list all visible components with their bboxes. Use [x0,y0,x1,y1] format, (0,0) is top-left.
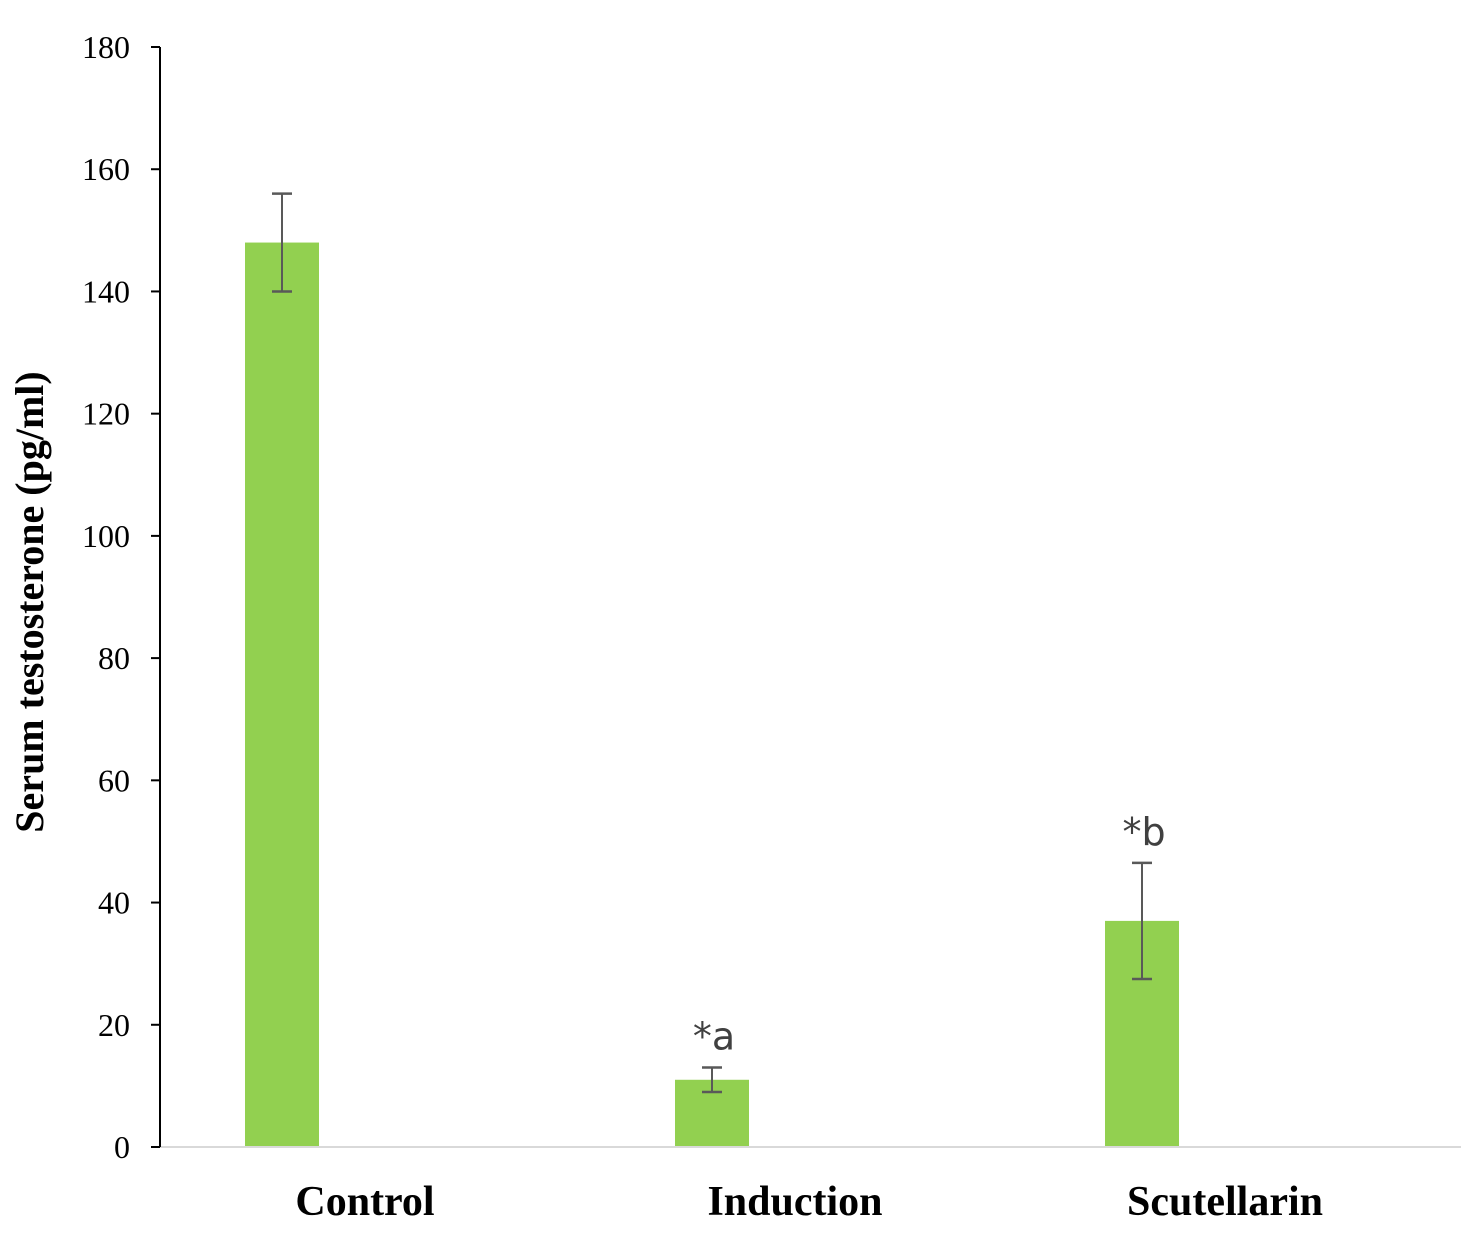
bar-control [245,242,319,1148]
category-label: Induction [707,1179,882,1225]
bars [245,242,1179,1148]
x-axis-categories: Control Induction Scutellarin [295,1179,1323,1225]
y-tick-label: 100 [82,518,130,554]
y-tick-label: 180 [82,29,130,65]
y-axis-ticks: 0 20 40 60 80 100 120 140 160 180 [82,29,160,1165]
y-tick-label: 40 [98,885,130,921]
y-tick-label: 160 [82,151,130,187]
significance-label: *a [693,1015,735,1059]
y-tick-label: 60 [98,762,130,798]
significance-label: *b [1122,810,1165,854]
y-axis-title: Serum testosterone (pg/ml) [7,371,52,832]
y-tick-label: 120 [82,396,130,432]
category-label: Scutellarin [1127,1179,1323,1225]
category-label: Control [295,1179,434,1225]
y-tick-label: 140 [82,273,130,309]
y-tick-label: 0 [114,1129,130,1165]
annotations: *a *b [693,810,1166,1059]
y-tick-label: 20 [98,1007,130,1043]
error-bars [272,192,1152,1094]
y-tick-label: 80 [98,640,130,676]
